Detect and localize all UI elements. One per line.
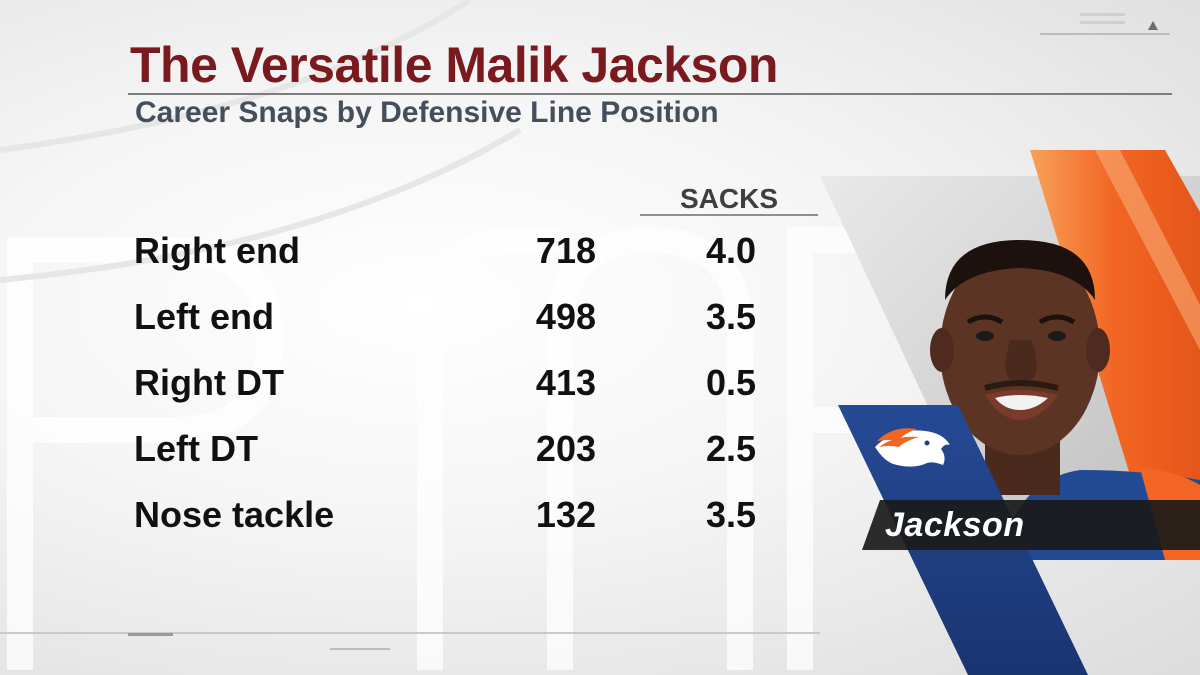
position-label: Left DT <box>134 428 258 469</box>
bottom-lines <box>0 632 820 650</box>
sacks-value: 2.5 <box>705 428 756 469</box>
snaps-value: 498 <box>535 296 596 337</box>
snaps-value: 413 <box>535 362 596 403</box>
table-row: Left DT 203 2.5 <box>0 416 820 482</box>
snaps-value: 718 <box>535 230 596 271</box>
sacks-value: 4.0 <box>705 230 756 271</box>
table-row: Nose tackle 132 3.5 <box>0 482 820 548</box>
sacks-value: 3.5 <box>705 494 756 535</box>
snaps-value: 132 <box>535 494 596 535</box>
table-row: Right DT 413 0.5 <box>0 350 820 416</box>
sacks-column-header: SACKS <box>640 183 818 216</box>
table-row: Right end 718 4.0 <box>0 218 820 284</box>
sacks-value: 0.5 <box>705 362 756 403</box>
page-title: The Versatile Malik Jackson <box>130 37 778 93</box>
name-bar <box>862 500 1200 550</box>
position-label: Right end <box>134 230 300 271</box>
table-row: Left end 498 3.5 <box>0 284 820 350</box>
top-right-marks <box>1040 13 1170 35</box>
position-label: Left end <box>134 296 274 337</box>
snaps-value: 203 <box>535 428 596 469</box>
sacks-value: 3.5 <box>705 296 756 337</box>
position-label: Right DT <box>134 362 284 403</box>
watermark-arcs <box>0 0 522 283</box>
title-divider <box>128 93 1172 95</box>
broncos-logo <box>875 428 950 467</box>
position-label: Nose tackle <box>134 494 335 535</box>
player-name-label: Jackson <box>885 506 1025 544</box>
page-subtitle: Career Snaps by Defensive Line Position <box>135 96 719 129</box>
